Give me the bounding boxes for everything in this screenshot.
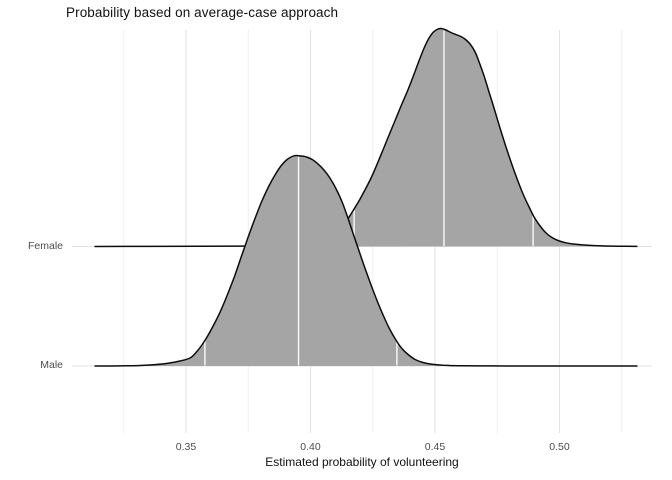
- x-axis-title: Estimated probability of volunteering: [265, 455, 459, 469]
- x-tick-label: 0.35: [175, 441, 197, 453]
- density-fill-female: [95, 28, 637, 247]
- x-tick-label: 0.40: [300, 441, 321, 453]
- y-category-label-male: Male: [40, 359, 63, 371]
- y-category-label-female: Female: [27, 239, 63, 252]
- plot-title: Probability based on average-case approa…: [66, 5, 339, 20]
- x-tick-label: 0.45: [424, 441, 446, 453]
- density-curve-male: [94, 154, 638, 367]
- x-tick-label: 0.50: [549, 441, 570, 453]
- density-fill-male: [95, 155, 637, 366]
